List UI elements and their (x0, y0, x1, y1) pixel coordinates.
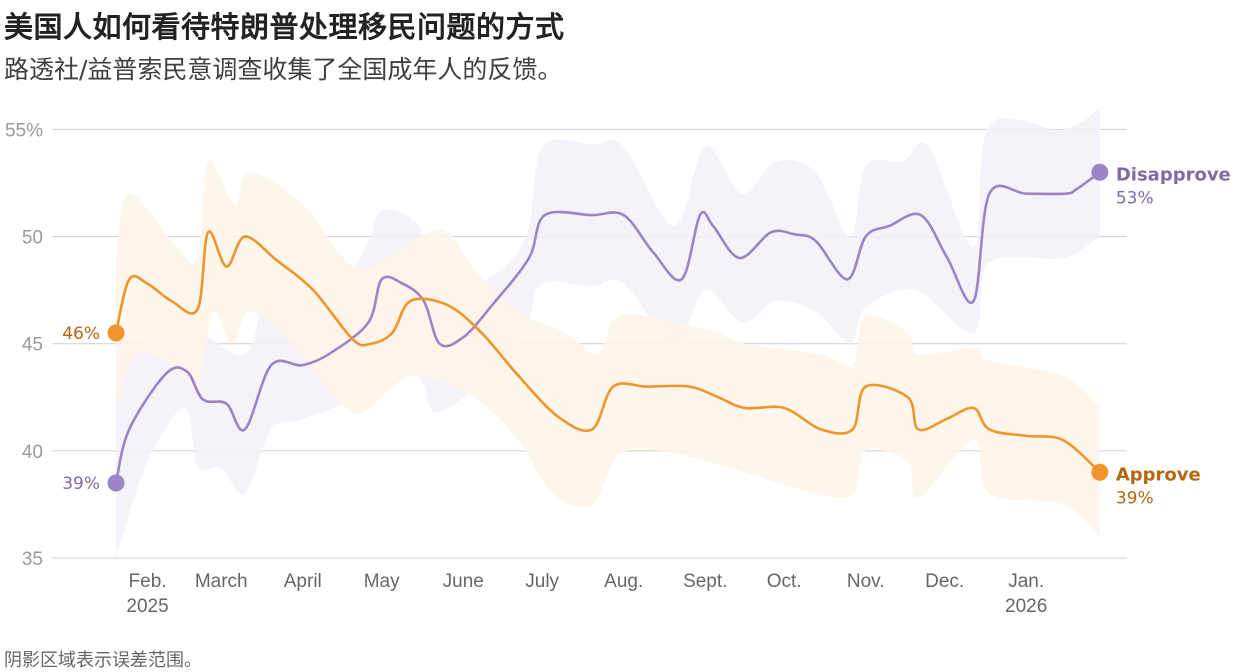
x-tick-label: Sept. (683, 571, 727, 592)
x-tick-year-label: 2025 (126, 596, 168, 617)
chart-subtitle: 路透社/益普索民意调查收集了全国成年人的反馈。 (4, 55, 563, 84)
start-marker-approve (107, 324, 125, 342)
x-tick-label: Oct. (767, 571, 802, 592)
end-value-label-disapprove: 53% (1116, 188, 1154, 208)
y-tick-label: 35 (22, 549, 43, 570)
chart-footnote: 阴影区域表示误差范围。 (4, 650, 202, 671)
error-bands (116, 108, 1100, 558)
y-axis: 35 40 45 50 55% (5, 120, 43, 570)
x-tick-year-label: 2026 (1005, 596, 1047, 617)
y-tick-label: 45 (22, 335, 43, 356)
start-value-label-disapprove: 39% (62, 474, 100, 494)
chart-title: 美国人如何看待特朗普处理移民问题的方式 (4, 10, 565, 44)
x-axis: Feb. 2025 March April May June July Aug. Sept. Oc… (126, 571, 1047, 617)
series-name-label-approve: Approve (1116, 464, 1201, 485)
end-value-label-approve: 39% (1116, 488, 1154, 508)
series-name-label-disapprove: Disapprove (1116, 164, 1231, 185)
y-tick-label: 50 (22, 228, 43, 249)
x-tick-label: June (443, 571, 484, 592)
y-tick-label: 40 (22, 442, 43, 463)
start-marker-disapprove (107, 474, 125, 492)
x-tick-label: Nov. (847, 571, 885, 592)
end-marker-disapprove (1091, 163, 1109, 181)
series-labels: 39% Disapprove 53% 46% Approve 39% (62, 164, 1231, 508)
end-marker-approve (1091, 463, 1109, 481)
series-line-approve (114, 230, 1102, 474)
series-line-disapprove (114, 171, 1102, 485)
x-tick-label: Aug. (604, 571, 643, 592)
series-lines (107, 163, 1109, 492)
y-tick-label: 55% (5, 120, 43, 141)
x-tick-label: May (364, 571, 400, 592)
x-tick-label: March (195, 571, 248, 592)
x-tick-label: Dec. (925, 571, 964, 592)
start-value-label-approve: 46% (62, 324, 100, 344)
x-tick-label: July (525, 571, 559, 592)
x-tick-label: Jan. (1008, 571, 1044, 592)
x-tick-label: April (284, 571, 322, 592)
x-tick-label: Feb. (129, 571, 167, 592)
error-band-approve (116, 160, 1100, 537)
